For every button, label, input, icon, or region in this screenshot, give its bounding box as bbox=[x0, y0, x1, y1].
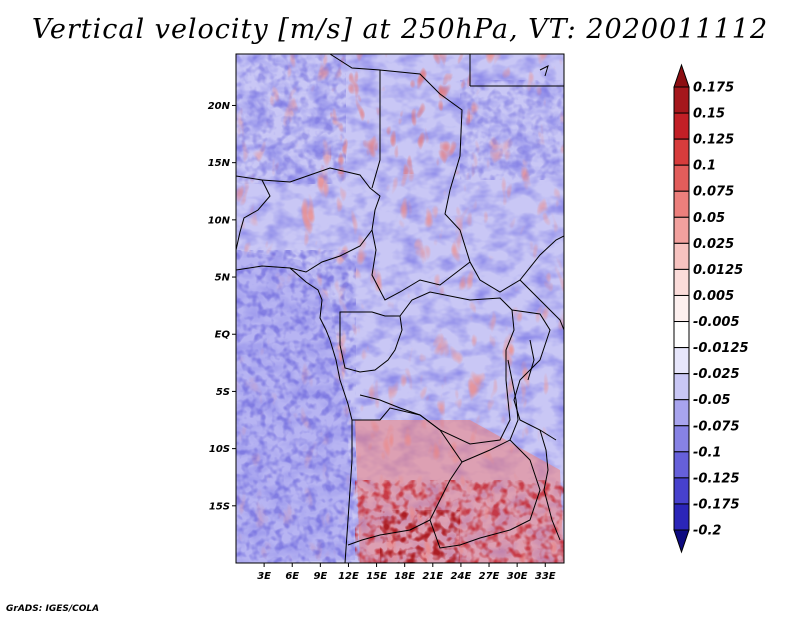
colorbar-label: 0.1 bbox=[693, 159, 716, 174]
great-lakes-border bbox=[511, 309, 557, 441]
colorbar-segment bbox=[673, 190, 690, 218]
colorbar-label: -0.175 bbox=[693, 497, 740, 512]
colorbar-segment bbox=[673, 86, 690, 114]
lat-tick-label: 20N bbox=[208, 101, 231, 112]
chart-title: Vertical velocity [m/s] at 250hPa, VT: 2… bbox=[31, 14, 769, 45]
lon-tick-label: 30E bbox=[507, 571, 528, 582]
colorbar-segment bbox=[673, 451, 690, 479]
angola-zambia-border bbox=[347, 407, 463, 546]
colorbar-label: 0.125 bbox=[693, 133, 734, 148]
map-frame bbox=[235, 53, 565, 564]
grads-credit: GrADS: IGES/COLA bbox=[6, 604, 100, 614]
lake-malawi bbox=[539, 429, 561, 541]
colorbar-label: -0.0125 bbox=[693, 341, 749, 356]
colorbar-segment bbox=[673, 294, 690, 323]
nile-delta bbox=[539, 65, 549, 77]
congo-gabon-border bbox=[339, 311, 403, 373]
colorbar-label: 0.175 bbox=[693, 81, 734, 96]
north-red-streaks bbox=[330, 54, 470, 174]
lat-tick-label: 5N bbox=[215, 273, 231, 284]
latitude-axis: 20N 15N 10N 5N EQ 5S 10S 15S bbox=[208, 101, 236, 512]
colorbar-segment bbox=[673, 268, 690, 296]
colorbar-segment bbox=[673, 399, 690, 427]
lon-tick-label: 6E bbox=[285, 571, 299, 582]
lon-tick-label: 27E bbox=[479, 571, 500, 582]
colorbar-label: -0.1 bbox=[693, 445, 721, 460]
colorbar: 0.175 0.15 0.125 0.1 0.075 0.05 0.025 0.0125 0.0… bbox=[673, 63, 749, 554]
drc-border bbox=[359, 291, 515, 445]
colorbar-segment bbox=[673, 112, 690, 140]
northwest-blue-pattern bbox=[236, 54, 346, 184]
northeast-blue-pattern bbox=[460, 80, 564, 180]
lon-tick-label: 9E bbox=[313, 571, 327, 582]
colorbar-segment bbox=[673, 347, 690, 375]
colorbar-segment bbox=[673, 164, 690, 192]
colorbar-label: 0.05 bbox=[693, 211, 725, 226]
colorbar-label: -0.075 bbox=[693, 419, 740, 434]
lat-tick-label: 5S bbox=[216, 387, 230, 398]
strong-updraft-patch bbox=[380, 510, 460, 563]
velocity-field bbox=[236, 54, 564, 563]
longitude-axis: 3E 6E 9E 12E 15E 18E 21E 24E 27E 30E 33E bbox=[257, 563, 556, 582]
colorbar-label: 0.15 bbox=[693, 107, 725, 122]
lon-tick-label: 15E bbox=[366, 571, 387, 582]
lake-tanganyika bbox=[507, 359, 519, 441]
colorbar-bottom-arrow bbox=[673, 529, 690, 554]
colorbar-label: -0.005 bbox=[693, 315, 740, 330]
colorbar-segment bbox=[673, 321, 690, 349]
lon-tick-label: 18E bbox=[394, 571, 415, 582]
colorbar-segment bbox=[673, 373, 690, 401]
colorbar-label: -0.125 bbox=[693, 471, 740, 486]
west-africa-coast bbox=[236, 265, 353, 563]
colorbar-label: 0.0125 bbox=[693, 263, 743, 278]
lat-tick-label: EQ bbox=[215, 330, 231, 341]
lat-tick-label: 10S bbox=[209, 444, 230, 455]
east-africa-border bbox=[519, 279, 564, 331]
colorbar-segment bbox=[673, 503, 690, 531]
lat-tick-label: 15N bbox=[208, 158, 231, 169]
colorbar-label: 0.075 bbox=[693, 185, 734, 200]
lon-tick-label: 33E bbox=[535, 571, 556, 582]
lon-tick-label: 12E bbox=[338, 571, 359, 582]
colorbar-label: -0.05 bbox=[693, 393, 730, 408]
lake-victoria-edge bbox=[527, 339, 535, 381]
colorbar-segment bbox=[673, 242, 690, 270]
colorbar-label: -0.025 bbox=[693, 367, 740, 382]
ocean-blue-pattern bbox=[236, 250, 356, 563]
country-borders bbox=[236, 54, 564, 563]
chad-car-border bbox=[371, 229, 471, 301]
lat-tick-label: 15S bbox=[209, 501, 230, 512]
colorbar-segment bbox=[673, 138, 690, 166]
colorbar-label: 0.005 bbox=[693, 289, 734, 304]
colorbar-top-arrow bbox=[673, 63, 690, 88]
sudan-border bbox=[379, 69, 564, 293]
colorbar-label: -0.2 bbox=[693, 524, 721, 539]
lat-tick-label: 10N bbox=[208, 215, 231, 226]
colorbar-segment bbox=[673, 216, 690, 244]
colorbar-label: 0.025 bbox=[693, 237, 734, 252]
sahel-borders bbox=[261, 167, 381, 273]
lon-tick-label: 24E bbox=[451, 571, 472, 582]
lon-tick-label: 21E bbox=[422, 571, 443, 582]
lon-tick-label: 3E bbox=[257, 571, 271, 582]
colorbar-segment bbox=[673, 425, 690, 453]
zambia-zimbabwe-border bbox=[429, 439, 541, 549]
colorbar-segment bbox=[673, 477, 690, 505]
